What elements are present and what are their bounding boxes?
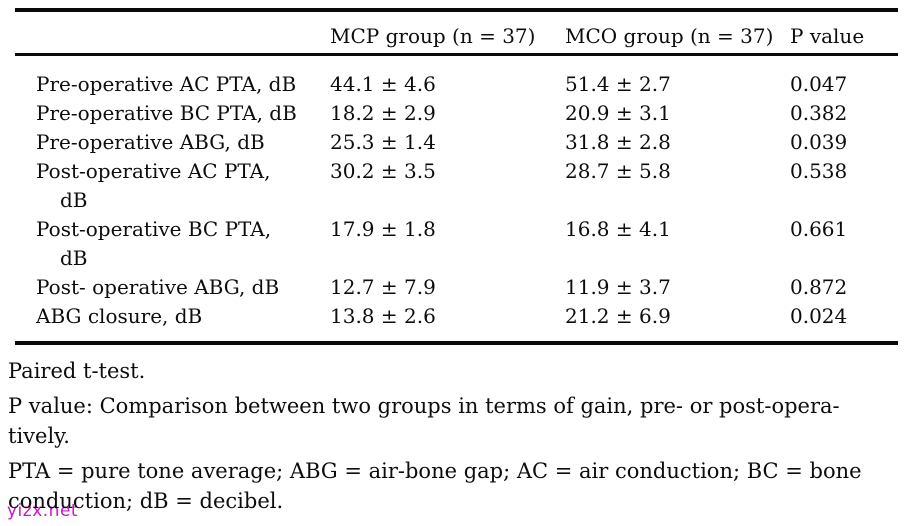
mcp-value: 25.3 ± 1.4 — [330, 130, 436, 154]
column-header-empty — [15, 22, 330, 51]
row-label-line: ABG closure, dB — [36, 304, 203, 328]
row-label: ABG closure, dB — [15, 302, 330, 331]
mco-value: 31.8 ± 2.8 — [565, 130, 671, 154]
row-label: Post- operative ABG, dB — [15, 273, 330, 302]
table-bottom-rule — [15, 341, 898, 345]
footnote-paragraph: P value: Comparison between two groups i… — [8, 391, 906, 452]
footnote-paragraph: PTA = pure tone average; ABG = air-bone … — [8, 456, 906, 517]
table-header-row: MCP group (n = 37) MCO group (n = 37) P … — [15, 12, 898, 53]
table-row: Pre-operative AC PTA, dB 44.1 ± 4.6 51.4 ±… — [15, 70, 898, 99]
footnote-line: Paired t-test. — [8, 359, 146, 383]
table-body: Pre-operative AC PTA, dB 44.1 ± 4.6 51.4 ±… — [15, 56, 898, 341]
mcp-value: 12.7 ± 7.9 — [330, 275, 436, 299]
mco-value: 11.9 ± 3.7 — [565, 275, 671, 299]
footnote-line: P value: Comparison between two groups i… — [8, 393, 840, 418]
p-value: 0.039 — [790, 130, 848, 154]
p-value: 0.024 — [790, 304, 848, 328]
row-label: Post-operative AC PTA, dB — [15, 157, 330, 215]
column-header-mcp: MCP group (n = 37) — [330, 24, 536, 48]
mcp-value: 13.8 ± 2.6 — [330, 304, 436, 328]
mco-value: 51.4 ± 2.7 — [565, 72, 671, 96]
p-value: 0.538 — [790, 159, 848, 183]
column-header-pvalue: P value — [790, 24, 865, 48]
footnote-line: conduction; dB = decibel. — [8, 489, 284, 513]
footnote-paragraph: Paired t-test. — [8, 356, 906, 387]
p-value: 0.382 — [790, 101, 848, 125]
mco-value: 28.7 ± 5.8 — [565, 159, 671, 183]
table-row: Pre-operative BC PTA, dB 18.2 ± 2.9 20.9 ±… — [15, 99, 898, 128]
row-label-line: Pre-operative BC PTA, dB — [36, 101, 297, 125]
table-row: Post-operative BC PTA, dB 17.9 ± 1.8 16.8 ±… — [15, 215, 898, 273]
mco-value: 16.8 ± 4.1 — [565, 217, 671, 241]
row-label: Pre-operative AC PTA, dB — [15, 70, 330, 99]
mco-value: 21.2 ± 6.9 — [565, 304, 671, 328]
mco-value: 20.9 ± 3.1 — [565, 101, 671, 125]
p-value: 0.661 — [790, 217, 848, 241]
row-label-line: Post-operative AC PTA, — [36, 159, 271, 183]
table-row: Post-operative AC PTA, dB 30.2 ± 3.5 28.7 ±… — [15, 157, 898, 215]
footnote-line: PTA = pure tone average; ABG = air-bone … — [8, 458, 862, 483]
row-label-line: Post-operative BC PTA, — [36, 217, 272, 241]
row-label-line: Post- operative ABG, dB — [36, 275, 280, 299]
p-value: 0.872 — [790, 275, 848, 299]
row-label: Pre-operative ABG, dB — [15, 128, 330, 157]
table-footnotes: Paired t-test. P value: Comparison betwee… — [8, 356, 906, 521]
column-header-mco: MCO group (n = 37) — [565, 24, 774, 48]
row-label-line: dB — [60, 188, 88, 212]
row-label: Pre-operative BC PTA, dB — [15, 99, 330, 128]
table-row: Post- operative ABG, dB 12.7 ± 7.9 11.9 ± … — [15, 273, 898, 302]
mcp-value: 18.2 ± 2.9 — [330, 101, 436, 125]
mcp-value: 17.9 ± 1.8 — [330, 217, 436, 241]
row-label-line: Pre-operative ABG, dB — [36, 130, 265, 154]
mcp-value: 44.1 ± 4.6 — [330, 72, 436, 96]
row-label-line: Pre-operative AC PTA, dB — [36, 72, 297, 96]
table-header-rule — [15, 53, 898, 56]
results-table: MCP group (n = 37) MCO group (n = 37) P … — [15, 8, 898, 345]
watermark: yizx.net — [7, 501, 79, 521]
mcp-value: 30.2 ± 3.5 — [330, 159, 436, 183]
row-label: Post-operative BC PTA, dB — [15, 215, 330, 273]
table-row: Pre-operative ABG, dB 25.3 ± 1.4 31.8 ± 2.… — [15, 128, 898, 157]
table-top-rule — [15, 8, 898, 12]
row-label-line: dB — [60, 246, 88, 270]
p-value: 0.047 — [790, 72, 848, 96]
footnote-line: tively. — [8, 424, 70, 448]
table-row: ABG closure, dB 13.8 ± 2.6 21.2 ± 6.9 0.024 — [15, 302, 898, 331]
